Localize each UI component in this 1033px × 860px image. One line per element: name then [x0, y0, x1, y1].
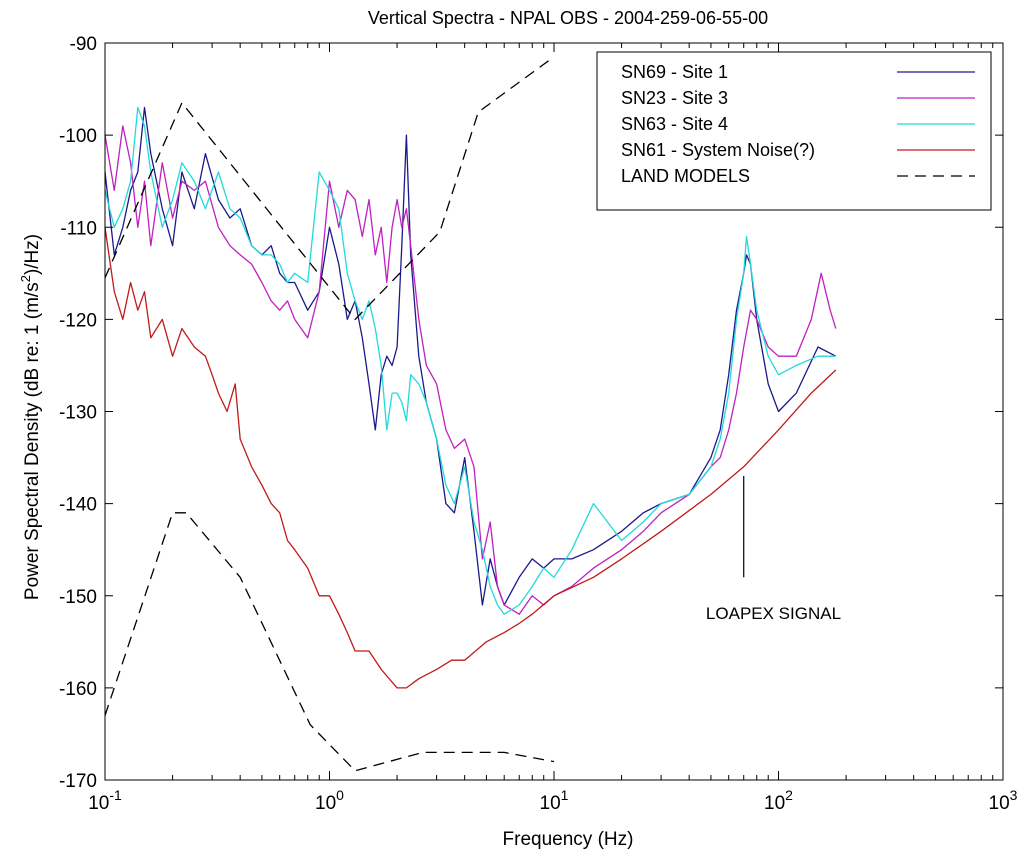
y-tick-label: -100 [59, 126, 97, 147]
y-tick-label: -90 [70, 34, 97, 55]
x-tick-label: 100 [315, 787, 344, 814]
legend-label: SN23 - Site 3 [621, 88, 728, 108]
y-tick-label: -110 [60, 218, 97, 239]
plot-area [104, 56, 837, 772]
x-tick-label: 10-1 [88, 787, 122, 814]
y-tick-label: -150 [59, 587, 97, 608]
legend-label: LAND MODELS [621, 166, 750, 186]
annotation-label: LOAPEX SIGNAL [706, 604, 841, 623]
series-line-3 [104, 227, 837, 689]
series-line-1 [104, 125, 837, 615]
y-axis-label: Power Spectral Density (dB re: 1 (m/s2)/… [18, 234, 43, 600]
series-line-2 [104, 106, 836, 615]
legend-box [596, 51, 992, 211]
y-tick-label: -140 [59, 495, 97, 516]
series-line-4 [104, 56, 555, 321]
x-tick-label: 102 [764, 787, 793, 814]
legend-label: SN61 - System Noise(?) [621, 140, 815, 160]
y-tick-label: -120 [59, 310, 97, 331]
legend-label: SN69 - Site 1 [621, 62, 728, 82]
chart-title: Vertical Spectra - NPAL OBS - 2004-259-0… [368, 8, 768, 28]
y-tick-label: -160 [59, 679, 97, 700]
x-tick-label: 101 [540, 787, 569, 814]
series-line-5 [104, 512, 555, 772]
y-tick-label: -170 [59, 771, 97, 792]
x-tick-label: 103 [989, 787, 1018, 814]
x-axis-label: Frequency (Hz) [503, 829, 634, 850]
legend-label: SN63 - Site 4 [621, 114, 728, 134]
annotations: LOAPEX SIGNAL [706, 475, 841, 623]
y-tick-label: -130 [59, 403, 97, 424]
legend: SN69 - Site 1 SN23 - Site 3 SN63 - Site 4 S… [596, 51, 992, 211]
